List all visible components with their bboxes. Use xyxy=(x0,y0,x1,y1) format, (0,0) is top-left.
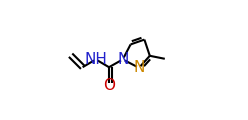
Text: NH: NH xyxy=(84,52,107,67)
Text: O: O xyxy=(103,78,115,93)
Text: N: N xyxy=(133,60,145,75)
Text: N: N xyxy=(117,52,128,67)
